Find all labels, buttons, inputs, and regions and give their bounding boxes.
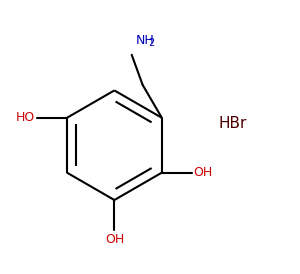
Text: OH: OH (193, 166, 213, 179)
Text: HO: HO (16, 111, 35, 124)
Text: OH: OH (105, 233, 124, 246)
Text: HBr: HBr (218, 116, 246, 131)
Text: NH: NH (136, 34, 154, 47)
Text: 2: 2 (148, 39, 154, 48)
